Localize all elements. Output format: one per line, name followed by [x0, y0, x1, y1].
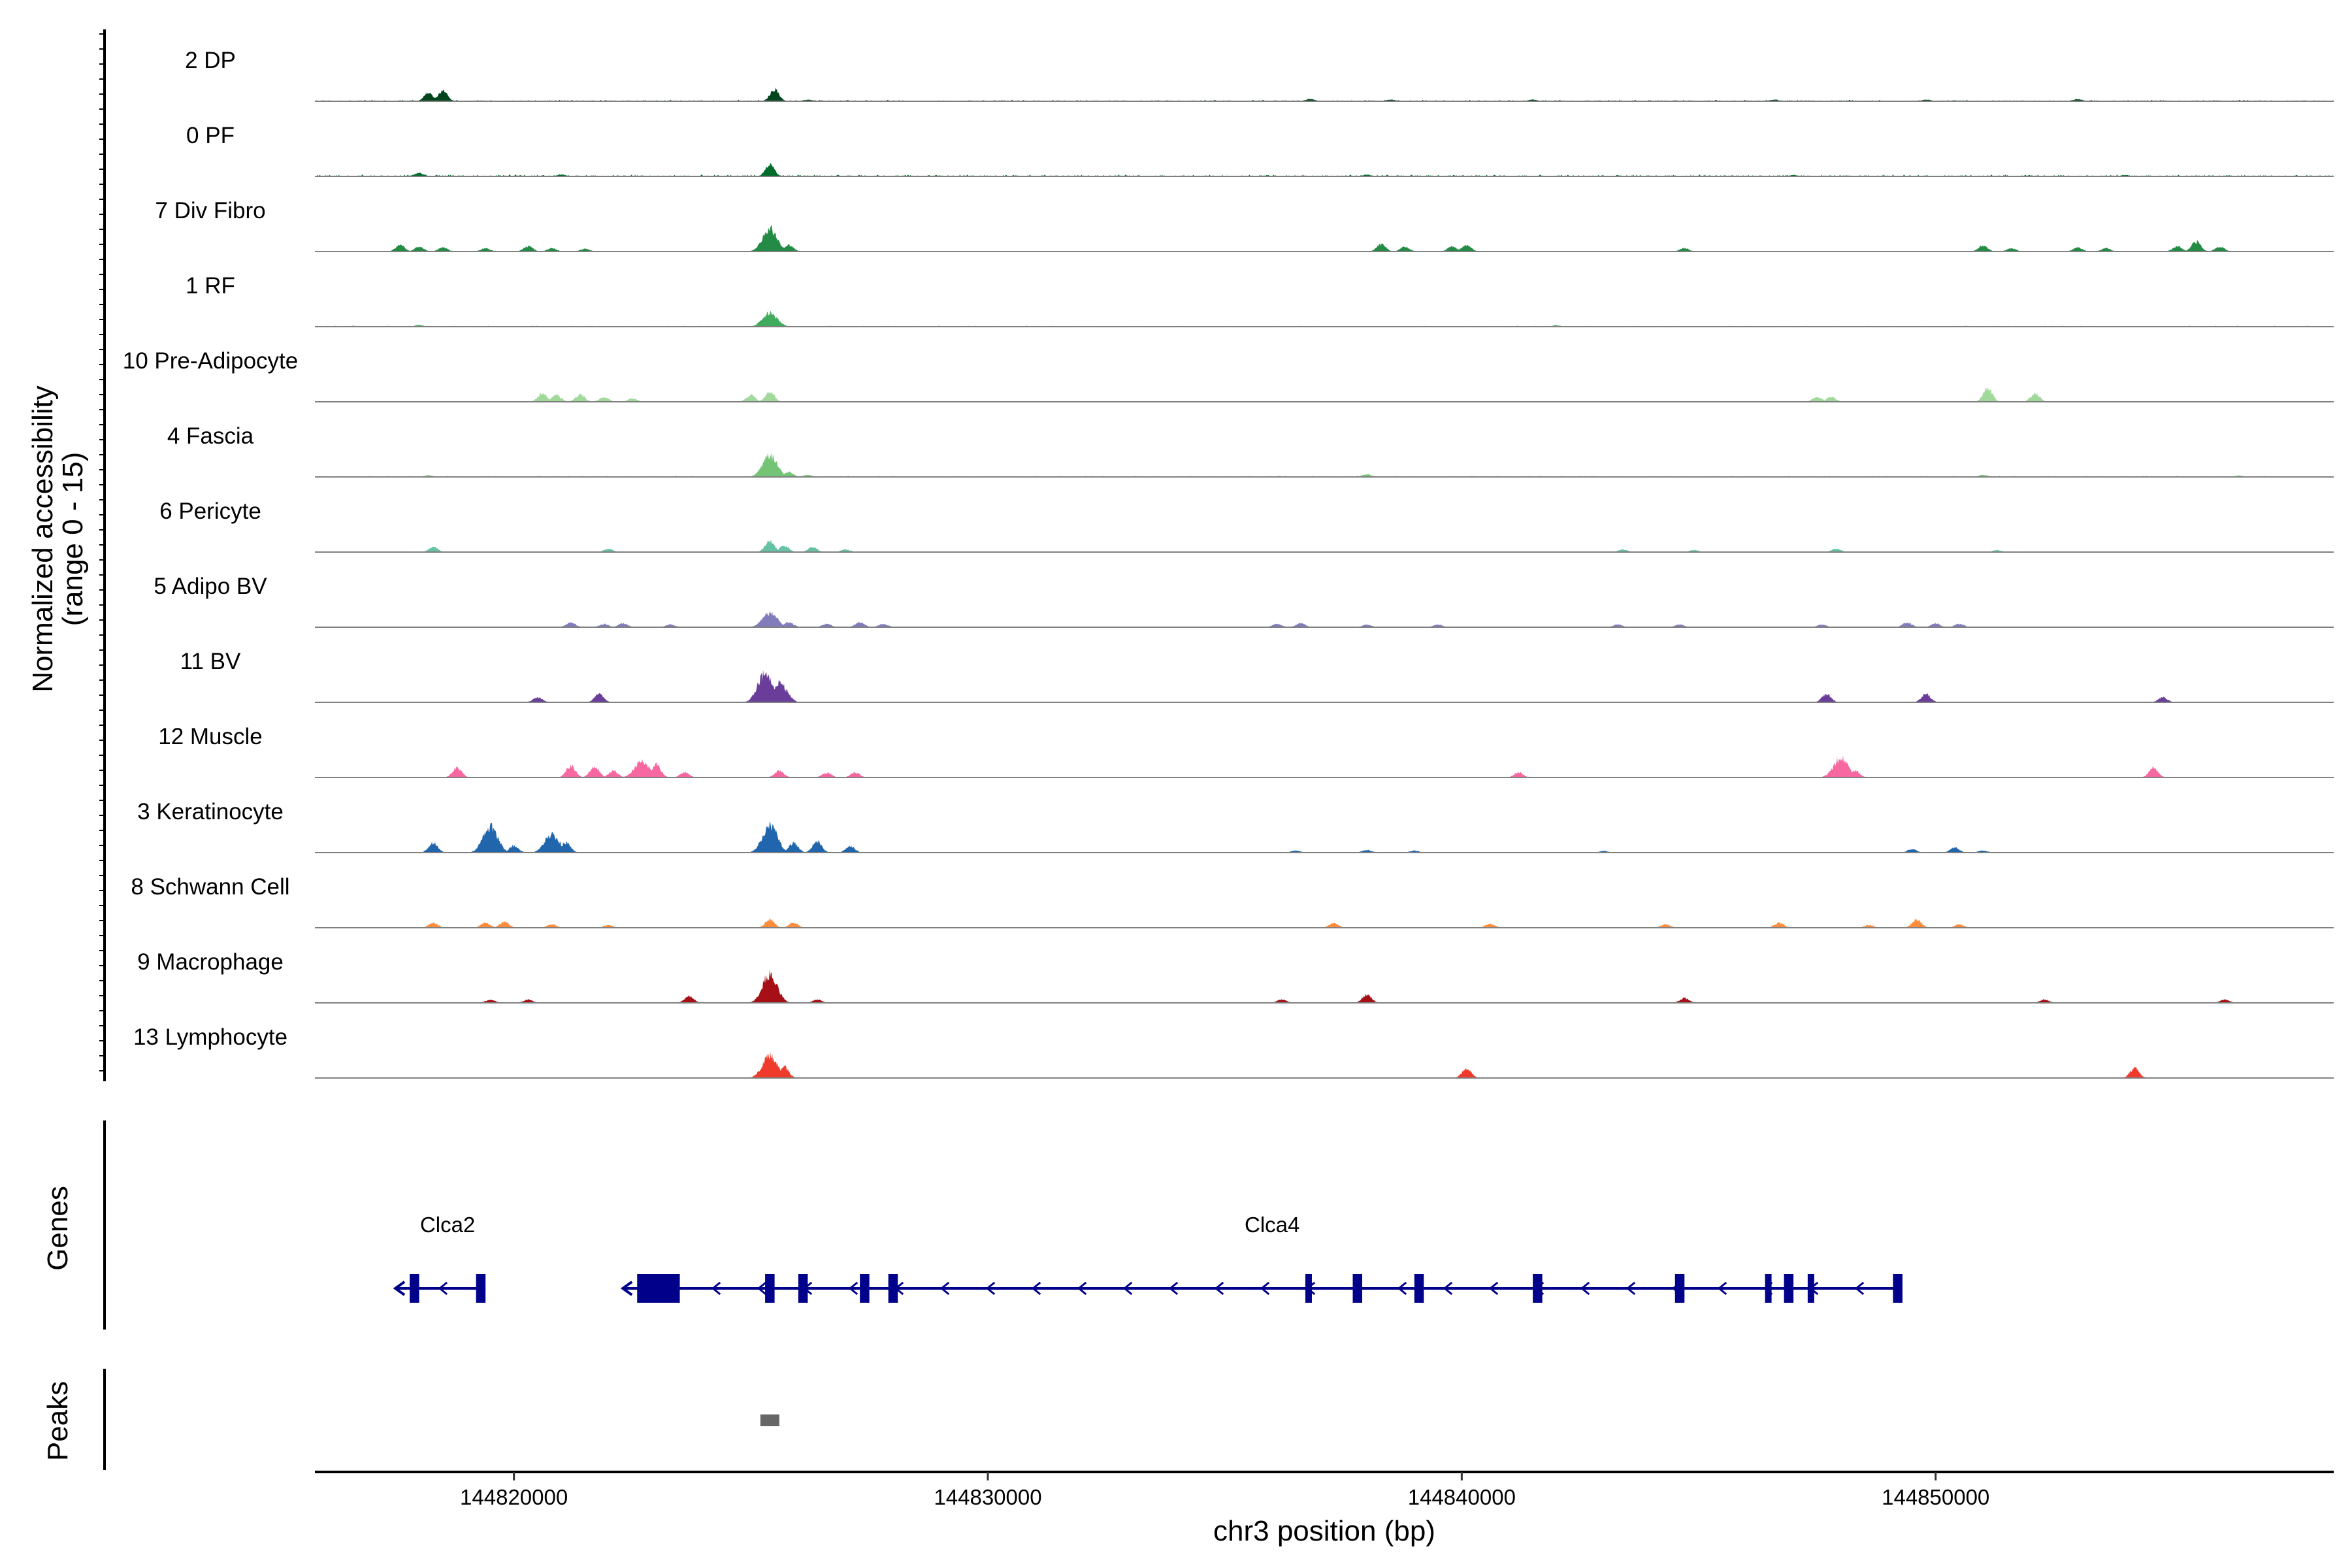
y-axis-title-line-1: Normalized accessibility	[27, 385, 59, 692]
strand-chevron-icon	[1580, 1281, 1590, 1296]
exon	[1674, 1274, 1685, 1303]
coverage-signal	[315, 539, 2334, 552]
track-7-div-fibro: 7 Div Fibro	[155, 198, 2334, 252]
track-label: 3 Keratinocyte	[137, 799, 284, 825]
coverage-signal	[315, 311, 2334, 327]
strand-chevron-icon	[1397, 1281, 1407, 1296]
track-label: 9 Macrophage	[137, 949, 284, 975]
exon	[888, 1274, 898, 1303]
track-8-schwann-cell: 8 Schwann Cell	[131, 874, 2334, 928]
track-6-pericyte: 6 Pericyte	[159, 498, 2334, 553]
coverage-signal	[315, 821, 2334, 853]
track-label: 5 Adipo BV	[154, 574, 267, 599]
strand-chevron-icon	[1625, 1281, 1636, 1296]
track-3-keratinocyte: 3 Keratinocyte	[137, 799, 2334, 853]
track-label: 13 Lymphocyte	[133, 1024, 287, 1050]
strand-chevron-icon	[711, 1281, 721, 1296]
strand-chevron-icon	[1168, 1281, 1179, 1296]
gene-annotation-panel: Clca2 Clca4	[103, 1120, 1903, 1330]
track-0-pf: 0 PF	[186, 123, 2334, 177]
exon	[860, 1274, 870, 1303]
exon	[476, 1274, 486, 1303]
strand-arrow-icon	[620, 1281, 633, 1296]
x-axis: 144820000 144830000 144840000 144850000	[315, 1471, 2334, 1509]
track-label: 2 DP	[185, 48, 236, 73]
coverage-signal	[315, 225, 2334, 252]
coverage-signal	[315, 969, 2334, 1003]
gene-clca2: Clca2	[393, 1213, 486, 1303]
genes-panel-label: Genes	[42, 1186, 74, 1271]
track-5-adipo-bv: 5 Adipo BV	[154, 574, 2334, 628]
strand-chevron-icon	[1031, 1281, 1041, 1296]
track-10-pre-adipocyte: 10 Pre-Adipocyte	[123, 348, 2334, 402]
exon	[1414, 1274, 1424, 1303]
track-label: 7 Div Fibro	[155, 198, 265, 223]
exon	[637, 1274, 680, 1303]
x-tick-label: 144820000	[460, 1485, 568, 1509]
track-label: 10 Pre-Adipocyte	[123, 348, 298, 374]
exon	[765, 1274, 775, 1303]
strand-chevron-icon	[985, 1281, 996, 1296]
peaks-panel-label: Peaks	[42, 1381, 74, 1461]
track-12-muscle: 12 Muscle	[158, 724, 2334, 778]
coverage-signal	[315, 87, 2334, 101]
x-tick-label: 144850000	[1882, 1485, 1989, 1509]
exon	[1305, 1274, 1312, 1303]
y-axis	[99, 29, 106, 1081]
strand-chevron-icon	[939, 1281, 950, 1296]
gene-label: Clca2	[420, 1213, 475, 1237]
exon	[1807, 1274, 1814, 1303]
track-label: 11 BV	[180, 649, 241, 674]
exon	[1893, 1274, 1903, 1303]
coverage-signal	[315, 610, 2334, 627]
coverage-signal	[315, 452, 2334, 477]
track-9-macrophage: 9 Macrophage	[137, 949, 2334, 1004]
strand-chevron-icon	[1214, 1281, 1224, 1296]
accessibility-tracks: 2 DP 0 PF 7 Div Fibro 1 RF 10 Pre-Adipocyte 4…	[123, 48, 2334, 1079]
strand-chevron-icon	[757, 1281, 767, 1296]
strand-chevron-icon	[1260, 1281, 1270, 1296]
strand-chevron-icon	[438, 1281, 448, 1296]
track-label: 8 Schwann Cell	[131, 874, 289, 900]
exon	[1352, 1274, 1363, 1303]
coverage-signal	[315, 755, 2334, 777]
track-label: 0 PF	[186, 123, 235, 148]
exon	[410, 1274, 419, 1303]
x-tick-label: 144840000	[1408, 1485, 1516, 1509]
exon	[798, 1274, 808, 1303]
x-axis-title: chr3 position (bp)	[1213, 1515, 1435, 1547]
coverage-signal	[315, 1051, 2334, 1078]
strand-chevron-icon	[1077, 1281, 1087, 1296]
coverage-signal	[315, 918, 2334, 928]
peaks-panel	[103, 1369, 779, 1470]
exon	[1784, 1274, 1794, 1303]
track-13-lymphocyte: 13 Lymphocyte	[133, 1024, 2334, 1079]
coverage-signal	[315, 163, 2334, 176]
gene-clca4: Clca4	[620, 1213, 1903, 1303]
track-label: 1 RF	[186, 273, 235, 299]
strand-chevron-icon	[1717, 1281, 1727, 1296]
track-label: 6 Pericyte	[159, 498, 261, 524]
strand-chevron-icon	[1122, 1281, 1133, 1296]
strand-chevron-icon	[1443, 1281, 1453, 1296]
track-label: 4 Fascia	[167, 423, 254, 449]
track-label: 12 Muscle	[158, 724, 263, 749]
peak-region	[760, 1414, 779, 1426]
exon	[1765, 1274, 1772, 1303]
strand-chevron-icon	[1488, 1281, 1499, 1296]
strand-chevron-icon	[848, 1281, 858, 1296]
y-axis-title-line-2: (range 0 - 15)	[57, 452, 89, 627]
strand-arrow-icon	[393, 1281, 406, 1296]
x-tick-label: 144830000	[934, 1485, 1041, 1509]
track-11-bv: 11 BV	[180, 649, 2334, 703]
strand-chevron-icon	[1854, 1281, 1865, 1296]
gene-label: Clca4	[1245, 1213, 1299, 1237]
track-4-fascia: 4 Fascia	[167, 423, 2334, 478]
track-2-dp: 2 DP	[185, 48, 2334, 102]
coverage-signal	[315, 670, 2334, 702]
exon	[1533, 1274, 1543, 1303]
coverage-signal	[315, 387, 2334, 402]
track-1-rf: 1 RF	[186, 273, 2334, 327]
